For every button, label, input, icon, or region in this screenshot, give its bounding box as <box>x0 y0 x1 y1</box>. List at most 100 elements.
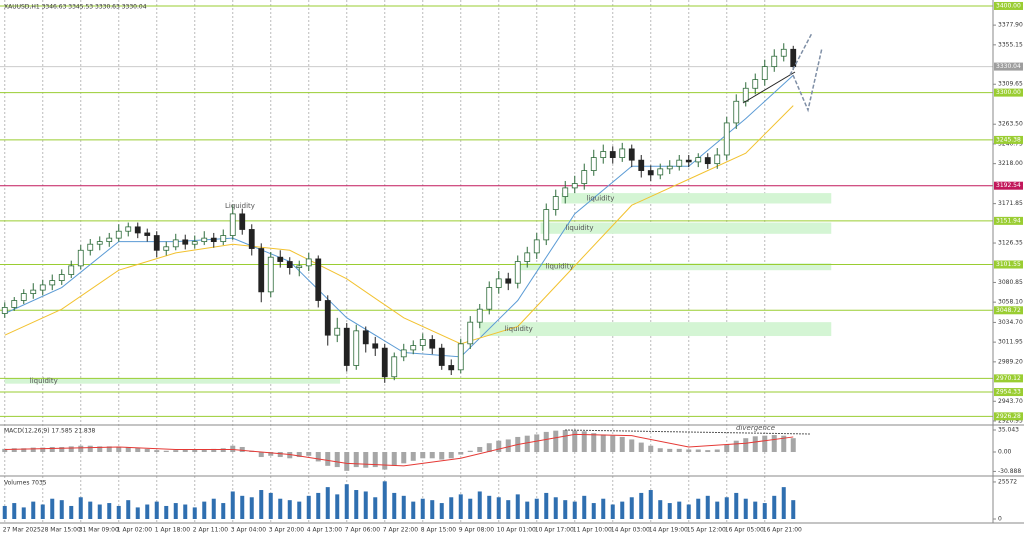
candle-body <box>134 226 141 234</box>
macd-bar <box>629 439 635 453</box>
volume-bar <box>173 503 178 519</box>
candle-body <box>419 339 426 346</box>
macd-bar <box>268 452 274 456</box>
macd-bar <box>59 446 65 453</box>
y-tick-label: 35.043 <box>998 426 1019 433</box>
x-tick-label: 16 Apr 21:00 <box>763 527 802 534</box>
level-tag-label: 3048.72 <box>996 307 1021 314</box>
volume-bar <box>259 490 264 519</box>
zone-label: liquidity <box>505 325 533 333</box>
macd-bar <box>40 447 46 453</box>
macd-bar <box>619 436 625 453</box>
macd-bar <box>505 439 511 453</box>
volume-bar <box>69 505 74 519</box>
candle-body <box>267 256 274 293</box>
candle-body <box>248 229 255 249</box>
x-tick-label: 2 Apr 11:00 <box>193 527 228 534</box>
macd-bar <box>676 448 682 453</box>
liquidity-zone <box>4 378 341 384</box>
macd-bar <box>524 435 530 453</box>
volume-bar <box>335 494 340 519</box>
y-tick-label: 2989.20 <box>998 358 1023 365</box>
candle-body <box>305 258 312 267</box>
candle-body <box>182 239 189 245</box>
x-tick-label: 1 Apr 18:00 <box>155 527 190 534</box>
y-tick-label: 25572 <box>998 478 1017 485</box>
y-tick-label: 3218.00 <box>998 160 1023 167</box>
candle-body <box>619 148 626 158</box>
candle-body <box>362 330 369 345</box>
volume-bar <box>715 501 720 519</box>
y-tick-label: 0 <box>998 516 1002 523</box>
zone-label: liquidity <box>586 194 614 202</box>
macd-bar <box>391 452 397 466</box>
candle-body <box>752 79 759 89</box>
y-tick-label: 3058.10 <box>998 299 1023 306</box>
liquidity-zone <box>479 322 832 337</box>
macd-bar <box>496 440 502 453</box>
macd-bar <box>220 448 226 453</box>
candle-body <box>381 347 388 378</box>
y-tick-label: 0.00 <box>998 449 1012 456</box>
candle-body <box>258 248 265 293</box>
volume-bar <box>135 507 140 519</box>
y-tick-label: 3309.65 <box>998 81 1023 88</box>
candle-body <box>372 343 379 349</box>
volume-bar <box>287 500 292 519</box>
level-tag <box>994 88 1023 97</box>
liquidity-zone <box>520 263 832 271</box>
macd-bar <box>486 443 492 453</box>
x-tick-label: 14 Apr 03:00 <box>611 527 650 534</box>
candle-body <box>353 330 360 366</box>
liquidity-zone <box>540 222 832 234</box>
candle-body <box>429 339 436 349</box>
x-tick-label: 1 Apr 02:00 <box>117 527 152 534</box>
macd-bar <box>781 435 787 453</box>
level-tag <box>994 306 1023 315</box>
volume-bar <box>601 498 606 519</box>
macd-bar <box>439 452 445 460</box>
macd-bar <box>78 445 84 453</box>
volume-bar <box>629 497 634 519</box>
zone-label: liquidity <box>30 377 58 385</box>
volume-bar <box>496 497 501 519</box>
candle-body <box>400 349 407 358</box>
candle-body <box>448 365 455 371</box>
macd-bar <box>458 452 464 455</box>
candle-body <box>391 356 398 378</box>
candle-body <box>144 232 151 236</box>
candle-body <box>761 66 768 81</box>
candle-body <box>11 300 18 308</box>
candle-body <box>1 307 8 314</box>
volume-bar <box>639 492 644 519</box>
x-tick-label: 28 Mar 15:00 <box>41 527 81 534</box>
volume-bar <box>50 498 55 519</box>
y-tick-label: 3355.15 <box>998 41 1023 48</box>
candle-body <box>590 157 597 171</box>
macd-bar <box>591 433 597 453</box>
candle-body <box>790 48 797 68</box>
annotation: Liquidity <box>225 202 255 210</box>
level-tag <box>994 412 1023 421</box>
level-tag <box>994 1 1023 10</box>
candle-body <box>657 168 664 176</box>
level-tag-label: 3245.38 <box>996 136 1021 143</box>
macd-bar <box>714 449 720 453</box>
macd-bar <box>401 452 407 464</box>
volume-bar <box>468 498 473 519</box>
macd-bar <box>667 448 673 453</box>
volume-bar <box>487 495 492 519</box>
candle-body <box>96 241 103 245</box>
volume-bar <box>762 503 767 519</box>
volume-bar <box>354 490 359 519</box>
volume-bar <box>164 505 169 519</box>
volume-bar <box>268 492 273 519</box>
level-tag-label: 2970.12 <box>996 375 1021 382</box>
volume-bar <box>648 490 653 519</box>
candle-body <box>30 289 37 294</box>
macd-bar <box>182 449 188 453</box>
volume-bar <box>686 504 691 519</box>
macd-bar <box>230 445 236 453</box>
level-tag-label: 3400.00 <box>996 2 1021 9</box>
